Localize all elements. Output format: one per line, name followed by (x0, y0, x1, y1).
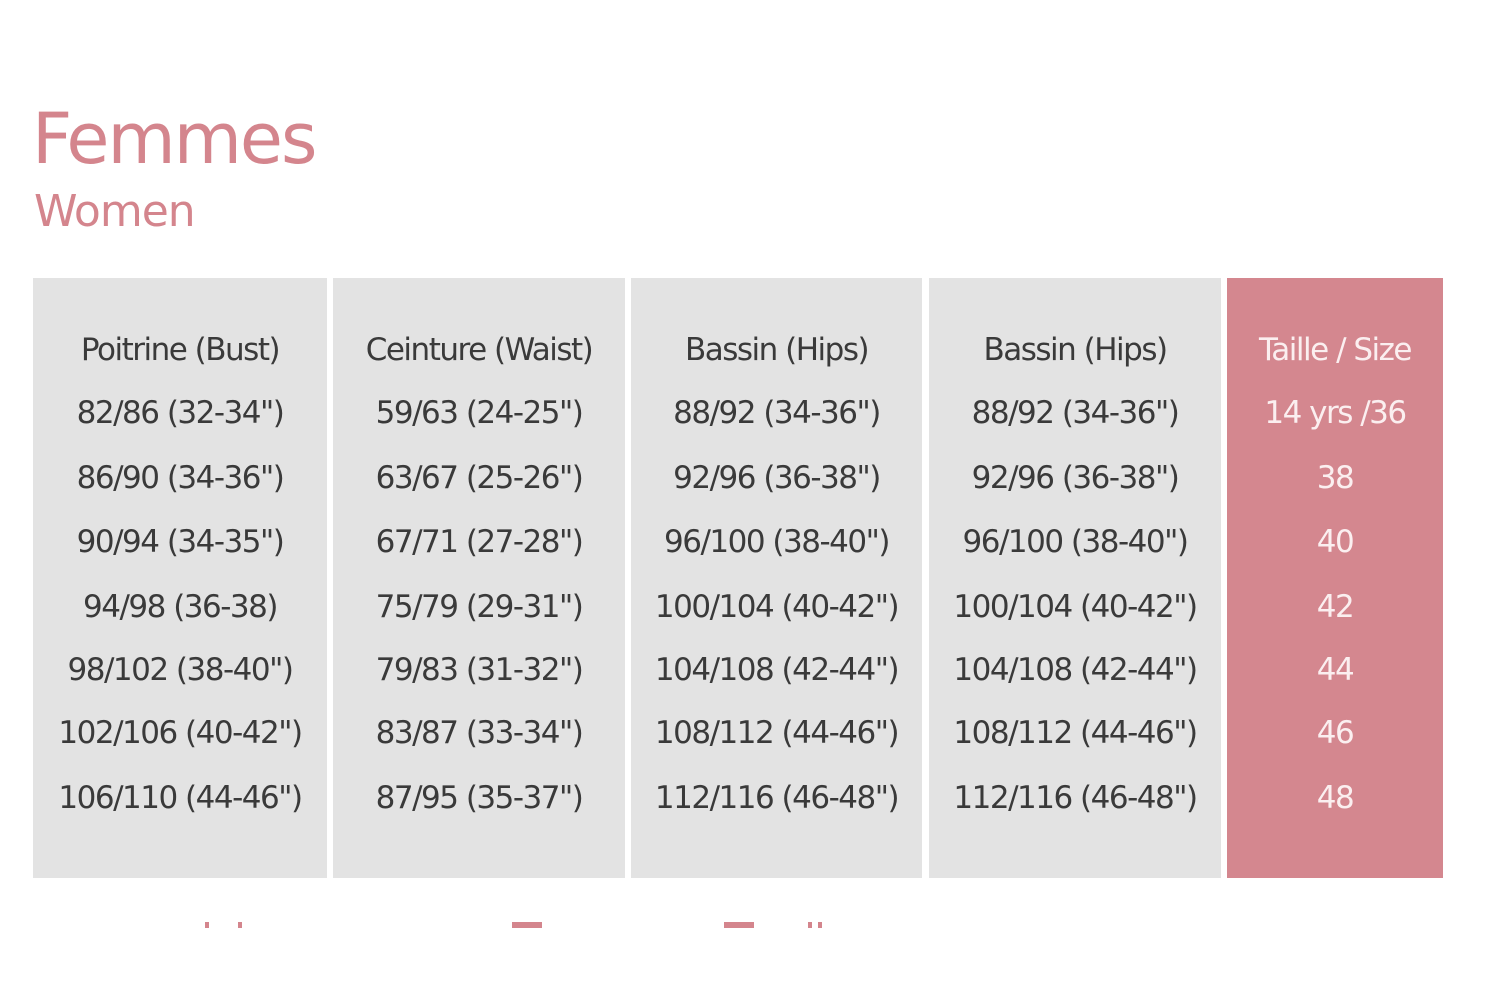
table-cell: 82/86 (32-34") (76, 395, 285, 431)
table-cell: 83/87 (33-34") (375, 715, 584, 751)
table-cell: 14 yrs /36 (1264, 395, 1407, 431)
table-cell: 59/63 (24-25") (375, 395, 584, 431)
table-cell: 40 (1316, 524, 1355, 560)
table-cell: 38 (1316, 460, 1355, 496)
table-cell: 79/83 (31-32") (375, 652, 584, 688)
table-cell: 106/110 (44-46") (58, 780, 303, 816)
table-cell: 63/67 (25-26") (375, 460, 584, 496)
table-cell: 100/104 (40-42") (953, 589, 1198, 625)
cropped-heading-fragment (808, 922, 812, 928)
table-cell: 90/94 (34-35") (76, 524, 285, 560)
measurement-column: Bassin (Hips) 88/92 (34-36") 92/96 (36-38"… (631, 278, 922, 878)
page-title: Femmes (32, 98, 317, 180)
table-cell: 86/90 (34-36") (76, 460, 285, 496)
table-cell: 42 (1316, 589, 1355, 625)
cropped-heading-fragment (724, 922, 754, 928)
page-subtitle: Women (34, 186, 196, 237)
table-cell: 88/92 (34-36") (971, 395, 1180, 431)
cropped-heading-fragment (818, 922, 822, 928)
table-cell: 100/104 (40-42") (654, 589, 900, 625)
table-cell: 96/100 (38-40") (664, 524, 890, 560)
table-cell: 87/95 (35-37") (375, 780, 584, 816)
cropped-heading-fragment (512, 922, 542, 928)
column-header: Poitrine (Bust) (80, 332, 281, 368)
column-header: Bassin (Hips) (983, 332, 1168, 368)
table-cell: 104/108 (42-44") (654, 652, 900, 688)
table-cell: 92/96 (36-38") (673, 460, 881, 496)
size-column: Taille / Size 14 yrs /36 38 40 42 44 46 48 (1227, 278, 1443, 878)
table-cell: 102/106 (40-42") (58, 715, 303, 751)
cropped-heading-fragment (205, 922, 209, 928)
table-cell: 112/116 (46-48") (654, 780, 900, 816)
table-cell: 92/96 (36-38") (971, 460, 1180, 496)
column-header: Bassin (Hips) (684, 332, 870, 368)
table-cell: 108/112 (44-46") (953, 715, 1198, 751)
table-cell: 104/108 (42-44") (953, 652, 1198, 688)
table-cell: 67/71 (27-28") (375, 524, 584, 560)
measurement-column: Ceinture (Waist) 59/63 (24-25") 63/67 (25-… (333, 278, 625, 878)
cropped-heading-fragment (238, 922, 242, 928)
table-cell: 96/100 (38-40") (962, 524, 1189, 560)
column-header: Taille / Size (1259, 332, 1413, 368)
table-cell: 94/98 (36-38) (83, 589, 278, 625)
table-cell: 75/79 (29-31") (375, 589, 584, 625)
table-cell: 98/102 (38-40") (67, 652, 294, 688)
table-cell: 46 (1316, 715, 1355, 751)
measurement-column: Bassin (Hips) 88/92 (34-36") 92/96 (36-38"… (929, 278, 1221, 878)
table-cell: 88/92 (34-36") (673, 395, 881, 431)
measurement-column: Poitrine (Bust) 82/86 (32-34") 86/90 (34-3… (33, 278, 327, 878)
table-cell: 112/116 (46-48") (953, 780, 1198, 816)
table-cell: 44 (1316, 652, 1355, 688)
table-cell: 108/112 (44-46") (654, 715, 900, 751)
column-header: Ceinture (Waist) (365, 332, 594, 368)
table-cell: 48 (1316, 780, 1355, 816)
